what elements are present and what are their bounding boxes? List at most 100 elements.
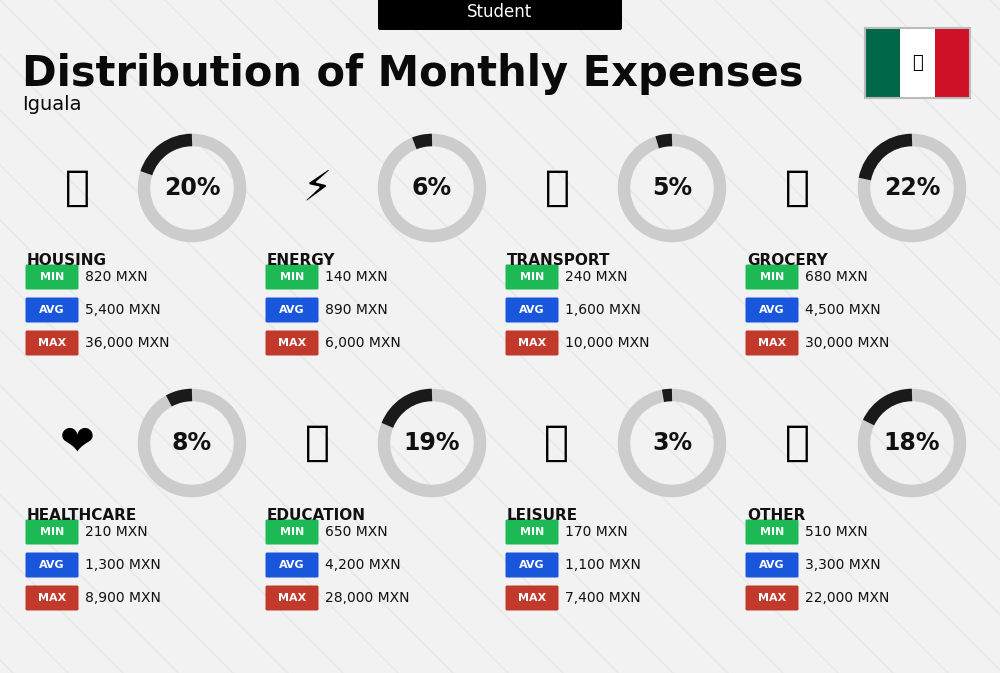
FancyBboxPatch shape	[506, 264, 558, 289]
FancyBboxPatch shape	[266, 553, 318, 577]
FancyBboxPatch shape	[746, 520, 798, 544]
Text: AVG: AVG	[279, 305, 305, 315]
FancyBboxPatch shape	[26, 330, 78, 355]
FancyBboxPatch shape	[266, 264, 318, 289]
FancyBboxPatch shape	[266, 586, 318, 610]
Text: Student: Student	[467, 3, 533, 21]
Text: Iguala: Iguala	[22, 95, 82, 114]
FancyBboxPatch shape	[746, 586, 798, 610]
Text: MIN: MIN	[760, 272, 784, 282]
Text: AVG: AVG	[519, 560, 545, 570]
Bar	[865, 28, 970, 98]
Text: MIN: MIN	[520, 527, 544, 537]
Text: 🏢: 🏢	[64, 167, 90, 209]
Text: AVG: AVG	[759, 305, 785, 315]
Text: HEALTHCARE: HEALTHCARE	[27, 508, 137, 523]
Text: EDUCATION: EDUCATION	[267, 508, 366, 523]
Text: 22,000 MXN: 22,000 MXN	[805, 591, 889, 605]
Text: MIN: MIN	[280, 272, 304, 282]
Text: TRANSPORT: TRANSPORT	[507, 253, 610, 268]
Text: MAX: MAX	[758, 338, 786, 348]
Bar	[935, 28, 970, 98]
Text: 28,000 MXN: 28,000 MXN	[325, 591, 410, 605]
FancyBboxPatch shape	[266, 520, 318, 544]
FancyBboxPatch shape	[746, 264, 798, 289]
FancyBboxPatch shape	[26, 553, 78, 577]
Text: 6%: 6%	[412, 176, 452, 200]
Text: MAX: MAX	[278, 593, 306, 603]
Text: 36,000 MXN: 36,000 MXN	[85, 336, 170, 350]
Text: 820 MXN: 820 MXN	[85, 270, 148, 284]
Text: 7,400 MXN: 7,400 MXN	[565, 591, 641, 605]
FancyBboxPatch shape	[266, 297, 318, 322]
Text: 680 MXN: 680 MXN	[805, 270, 868, 284]
Text: ❤️: ❤️	[60, 422, 94, 464]
Text: OTHER: OTHER	[747, 508, 805, 523]
Text: 🦅: 🦅	[912, 54, 923, 72]
FancyBboxPatch shape	[378, 0, 622, 30]
Text: 4,200 MXN: 4,200 MXN	[325, 558, 401, 572]
Text: 140 MXN: 140 MXN	[325, 270, 388, 284]
Text: 210 MXN: 210 MXN	[85, 525, 148, 539]
Text: MIN: MIN	[280, 527, 304, 537]
Text: 4,500 MXN: 4,500 MXN	[805, 303, 881, 317]
FancyBboxPatch shape	[746, 297, 798, 322]
FancyBboxPatch shape	[26, 586, 78, 610]
Text: ENERGY: ENERGY	[267, 253, 336, 268]
Text: 5%: 5%	[652, 176, 692, 200]
Text: MAX: MAX	[518, 593, 546, 603]
Text: AVG: AVG	[39, 305, 65, 315]
Text: 19%: 19%	[404, 431, 460, 455]
Text: MIN: MIN	[760, 527, 784, 537]
FancyBboxPatch shape	[506, 586, 558, 610]
Text: 6,000 MXN: 6,000 MXN	[325, 336, 401, 350]
Text: 510 MXN: 510 MXN	[805, 525, 868, 539]
Text: 🚌: 🚌	[544, 167, 570, 209]
Text: 1,600 MXN: 1,600 MXN	[565, 303, 641, 317]
FancyBboxPatch shape	[506, 330, 558, 355]
Text: MAX: MAX	[518, 338, 546, 348]
Text: ⚡: ⚡	[302, 167, 332, 209]
FancyBboxPatch shape	[266, 330, 318, 355]
Text: LEISURE: LEISURE	[507, 508, 578, 523]
Text: 1,300 MXN: 1,300 MXN	[85, 558, 161, 572]
Text: 🎓: 🎓	[304, 422, 330, 464]
Text: 💼: 💼	[784, 422, 810, 464]
FancyBboxPatch shape	[26, 264, 78, 289]
Text: MAX: MAX	[38, 338, 66, 348]
Text: 8,900 MXN: 8,900 MXN	[85, 591, 161, 605]
Text: GROCERY: GROCERY	[747, 253, 828, 268]
FancyBboxPatch shape	[506, 520, 558, 544]
Text: 3,300 MXN: 3,300 MXN	[805, 558, 881, 572]
Text: MIN: MIN	[40, 272, 64, 282]
Text: AVG: AVG	[279, 560, 305, 570]
Text: MAX: MAX	[38, 593, 66, 603]
Text: AVG: AVG	[759, 560, 785, 570]
Text: 5,400 MXN: 5,400 MXN	[85, 303, 161, 317]
Text: 🛒: 🛒	[784, 167, 810, 209]
Text: 20%: 20%	[164, 176, 220, 200]
Text: Distribution of Monthly Expenses: Distribution of Monthly Expenses	[22, 53, 804, 95]
Bar	[865, 28, 900, 98]
Text: 3%: 3%	[652, 431, 692, 455]
Text: MIN: MIN	[520, 272, 544, 282]
Text: AVG: AVG	[39, 560, 65, 570]
Text: HOUSING: HOUSING	[27, 253, 107, 268]
FancyBboxPatch shape	[506, 553, 558, 577]
FancyBboxPatch shape	[506, 297, 558, 322]
FancyBboxPatch shape	[746, 553, 798, 577]
Text: 🛍️: 🛍️	[544, 422, 570, 464]
FancyBboxPatch shape	[26, 520, 78, 544]
Text: 22%: 22%	[884, 176, 940, 200]
Text: AVG: AVG	[519, 305, 545, 315]
Text: 8%: 8%	[172, 431, 212, 455]
Text: 650 MXN: 650 MXN	[325, 525, 388, 539]
FancyBboxPatch shape	[746, 330, 798, 355]
FancyBboxPatch shape	[26, 297, 78, 322]
Text: MIN: MIN	[40, 527, 64, 537]
Text: 890 MXN: 890 MXN	[325, 303, 388, 317]
Text: 30,000 MXN: 30,000 MXN	[805, 336, 889, 350]
Text: 170 MXN: 170 MXN	[565, 525, 628, 539]
Text: 240 MXN: 240 MXN	[565, 270, 628, 284]
Text: 18%: 18%	[884, 431, 940, 455]
